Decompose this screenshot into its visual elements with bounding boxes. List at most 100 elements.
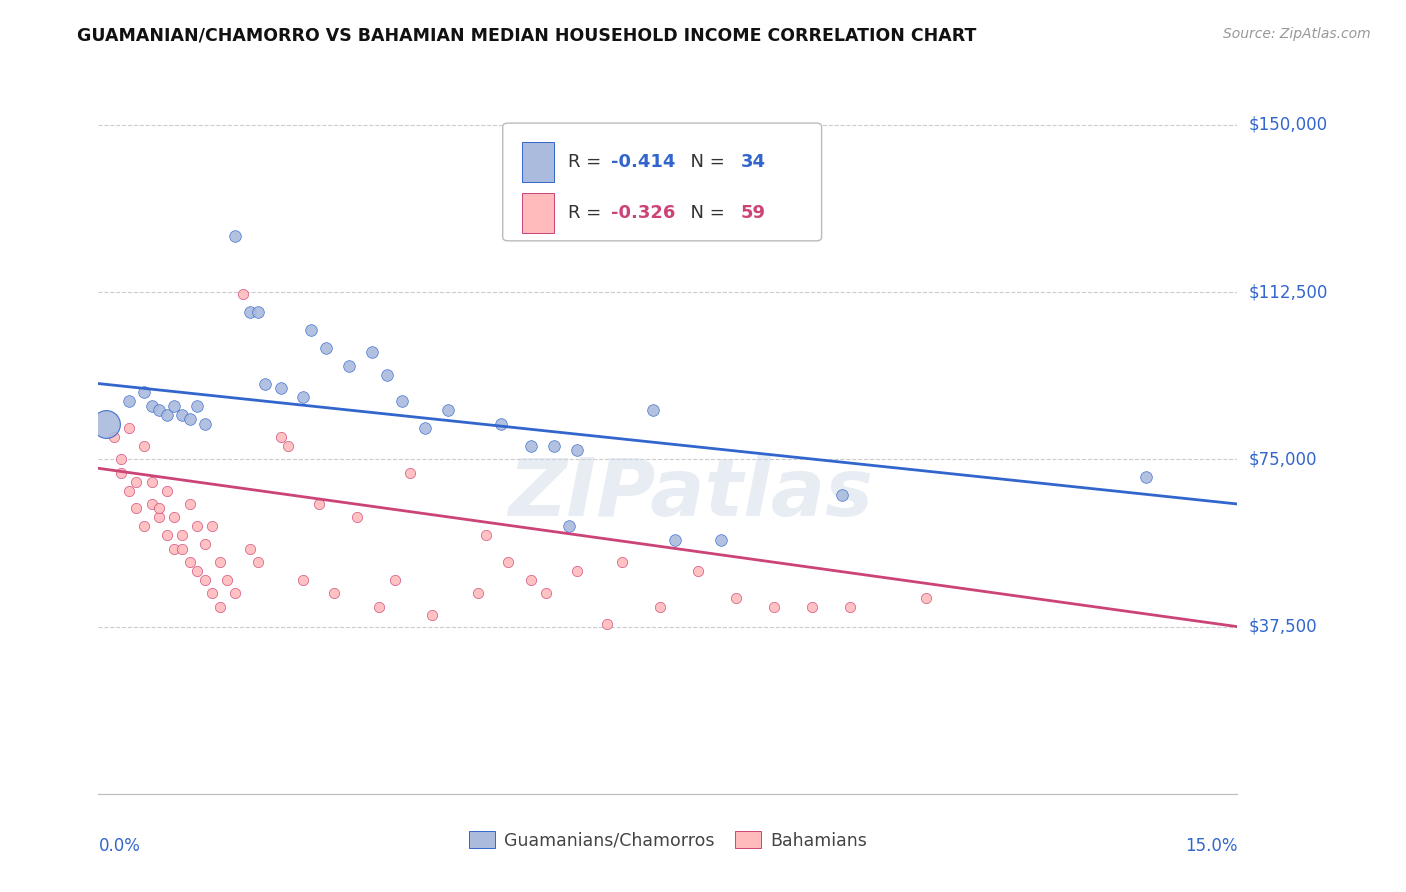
Point [141, 497, 163, 511]
FancyBboxPatch shape [522, 194, 554, 233]
Point [375, 368, 398, 382]
Point [194, 537, 217, 551]
Point [110, 452, 132, 467]
FancyBboxPatch shape [522, 143, 554, 182]
Point [201, 519, 224, 533]
Point [186, 564, 208, 578]
Point [118, 421, 141, 435]
Point [384, 573, 406, 587]
Point [498, 555, 520, 569]
Point [422, 608, 444, 623]
Point [612, 555, 634, 569]
Point [118, 394, 141, 409]
Point [391, 394, 413, 409]
Point [650, 599, 672, 614]
Text: 15.0%: 15.0% [1185, 837, 1237, 855]
Point [277, 439, 299, 453]
Point [322, 586, 344, 600]
Point [346, 510, 368, 524]
Point [558, 519, 581, 533]
Point [467, 586, 489, 600]
Point [725, 591, 748, 605]
Point [292, 573, 315, 587]
Point [132, 519, 155, 533]
Text: R =: R = [568, 204, 606, 222]
Point [163, 541, 186, 556]
Point [148, 501, 170, 516]
Point [246, 305, 269, 319]
Point [299, 323, 322, 337]
Point [596, 617, 619, 632]
Point [224, 229, 246, 244]
Point [132, 385, 155, 400]
Point [125, 475, 148, 489]
Text: ZIPatlas: ZIPatlas [508, 455, 873, 533]
Legend: Guamanians/Chamorros, Bahamians: Guamanians/Chamorros, Bahamians [463, 824, 873, 856]
Point [118, 483, 141, 498]
Point [831, 488, 853, 502]
Text: -0.326: -0.326 [612, 204, 675, 222]
Point [170, 541, 193, 556]
Point [148, 403, 170, 417]
Point [474, 528, 496, 542]
Point [179, 412, 201, 426]
Point [360, 345, 382, 359]
Point [520, 573, 543, 587]
Point [565, 564, 588, 578]
Point [148, 510, 170, 524]
Point [688, 564, 710, 578]
Point [186, 519, 208, 533]
Point [170, 408, 193, 422]
Point [94, 417, 117, 431]
Point [186, 399, 208, 413]
Point [217, 573, 239, 587]
Point [103, 430, 125, 444]
Text: N =: N = [679, 153, 731, 171]
Point [208, 599, 231, 614]
Point [270, 381, 292, 395]
Point [308, 497, 330, 511]
Point [413, 421, 436, 435]
Point [194, 573, 217, 587]
Point [254, 376, 277, 391]
Point [156, 483, 179, 498]
Point [710, 533, 733, 547]
Point [915, 591, 938, 605]
Text: $150,000: $150,000 [1249, 116, 1327, 134]
Point [232, 287, 254, 301]
Point [536, 586, 558, 600]
Point [141, 399, 163, 413]
Point [141, 475, 163, 489]
Text: 34: 34 [741, 153, 766, 171]
Point [239, 305, 262, 319]
Point [201, 586, 224, 600]
Text: N =: N = [679, 204, 731, 222]
Point [398, 466, 420, 480]
Point [839, 599, 862, 614]
Text: $37,500: $37,500 [1249, 617, 1317, 636]
Text: GUAMANIAN/CHAMORRO VS BAHAMIAN MEDIAN HOUSEHOLD INCOME CORRELATION CHART: GUAMANIAN/CHAMORRO VS BAHAMIAN MEDIAN HO… [77, 27, 977, 45]
Point [543, 439, 565, 453]
Point [246, 555, 269, 569]
Point [179, 497, 201, 511]
Point [763, 599, 786, 614]
Point [239, 541, 262, 556]
Point [368, 599, 391, 614]
Point [194, 417, 217, 431]
Point [110, 466, 132, 480]
Point [436, 403, 458, 417]
Point [179, 555, 201, 569]
Text: $75,000: $75,000 [1249, 450, 1317, 468]
Point [520, 439, 543, 453]
Text: 59: 59 [741, 204, 766, 222]
Point [270, 430, 292, 444]
Point [208, 555, 231, 569]
Point [132, 439, 155, 453]
Point [664, 533, 686, 547]
Point [163, 399, 186, 413]
Point [1135, 470, 1157, 484]
Point [565, 443, 588, 458]
Point [315, 341, 337, 355]
FancyBboxPatch shape [503, 123, 821, 241]
Text: $112,500: $112,500 [1249, 283, 1327, 301]
